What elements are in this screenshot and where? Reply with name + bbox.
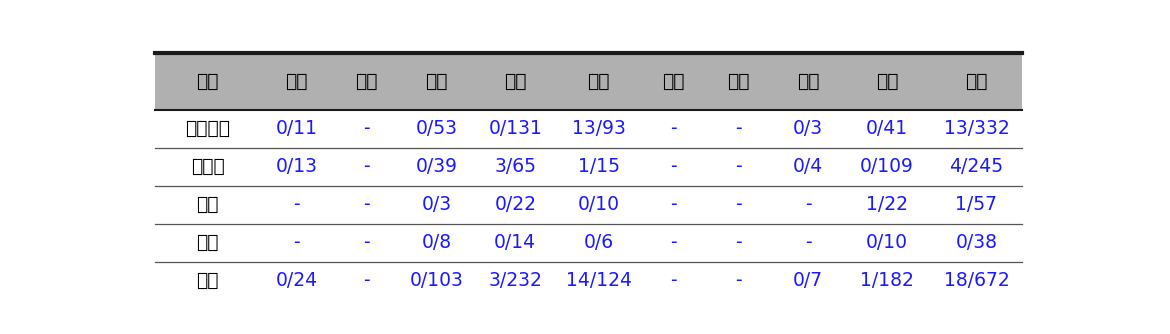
Text: 사체: 사체 xyxy=(197,195,219,214)
Text: 1/57: 1/57 xyxy=(956,195,997,214)
Text: 4/245: 4/245 xyxy=(949,157,1004,176)
Text: 충북: 충북 xyxy=(876,72,899,91)
Text: 0/131: 0/131 xyxy=(488,119,542,138)
Text: -: - xyxy=(735,195,742,214)
Text: 0/6: 0/6 xyxy=(584,233,614,252)
Text: 0/11: 0/11 xyxy=(276,119,318,138)
Text: 구강스왑: 구강스왑 xyxy=(185,119,230,138)
Text: 0/3: 0/3 xyxy=(793,119,824,138)
Text: 0/8: 0/8 xyxy=(421,233,452,252)
Text: 1/182: 1/182 xyxy=(860,271,914,290)
Text: -: - xyxy=(363,271,370,290)
Text: -: - xyxy=(363,233,370,252)
Text: 0/103: 0/103 xyxy=(410,271,463,290)
Text: 0/41: 0/41 xyxy=(866,119,908,138)
Text: 0/7: 0/7 xyxy=(793,271,824,290)
Text: 전남: 전남 xyxy=(587,72,610,91)
Text: -: - xyxy=(669,271,676,290)
Text: 13/332: 13/332 xyxy=(943,119,1010,138)
Text: -: - xyxy=(363,195,370,214)
Text: 0/4: 0/4 xyxy=(793,157,824,176)
Text: -: - xyxy=(669,157,676,176)
Text: 합계: 합계 xyxy=(965,72,987,91)
Text: -: - xyxy=(669,233,676,252)
Text: 합계: 합계 xyxy=(197,271,219,290)
Bar xyxy=(156,53,1023,110)
Text: 0/24: 0/24 xyxy=(276,271,318,290)
Text: -: - xyxy=(805,195,812,214)
Text: -: - xyxy=(735,271,742,290)
Text: -: - xyxy=(735,233,742,252)
Text: 3/232: 3/232 xyxy=(488,271,542,290)
Text: 경북: 경북 xyxy=(504,72,526,91)
Text: 경남: 경남 xyxy=(425,72,448,91)
Text: 시료: 시료 xyxy=(197,72,219,91)
Text: 18/672: 18/672 xyxy=(943,271,1010,290)
Text: 3/65: 3/65 xyxy=(494,157,536,176)
Text: -: - xyxy=(363,119,370,138)
Text: -: - xyxy=(363,157,370,176)
Text: 0/109: 0/109 xyxy=(860,157,914,176)
Text: 13/93: 13/93 xyxy=(572,119,626,138)
Text: 1/15: 1/15 xyxy=(578,157,620,176)
Text: 0/39: 0/39 xyxy=(415,157,457,176)
Text: 0/53: 0/53 xyxy=(415,119,457,138)
Text: 전북: 전북 xyxy=(662,72,684,91)
Text: 14/124: 14/124 xyxy=(566,271,632,290)
Text: -: - xyxy=(669,119,676,138)
Text: 충남: 충남 xyxy=(797,72,819,91)
Text: 0/10: 0/10 xyxy=(866,233,908,252)
Text: -: - xyxy=(735,157,742,176)
Text: 0/13: 0/13 xyxy=(276,157,318,176)
Text: 0/38: 0/38 xyxy=(956,233,997,252)
Text: 경기: 경기 xyxy=(356,72,378,91)
Text: 0/3: 0/3 xyxy=(421,195,452,214)
Text: 강원: 강원 xyxy=(285,72,308,91)
Text: -: - xyxy=(735,119,742,138)
Text: 0/10: 0/10 xyxy=(578,195,620,214)
Text: -: - xyxy=(294,233,300,252)
Text: 0/14: 0/14 xyxy=(494,233,536,252)
Text: -: - xyxy=(669,195,676,214)
Text: -: - xyxy=(294,195,300,214)
Text: 배설물: 배설물 xyxy=(191,157,225,176)
Text: 소변: 소변 xyxy=(197,233,219,252)
Text: -: - xyxy=(805,233,812,252)
Text: 제주: 제주 xyxy=(727,72,750,91)
Text: 0/22: 0/22 xyxy=(494,195,536,214)
Text: 1/22: 1/22 xyxy=(866,195,908,214)
